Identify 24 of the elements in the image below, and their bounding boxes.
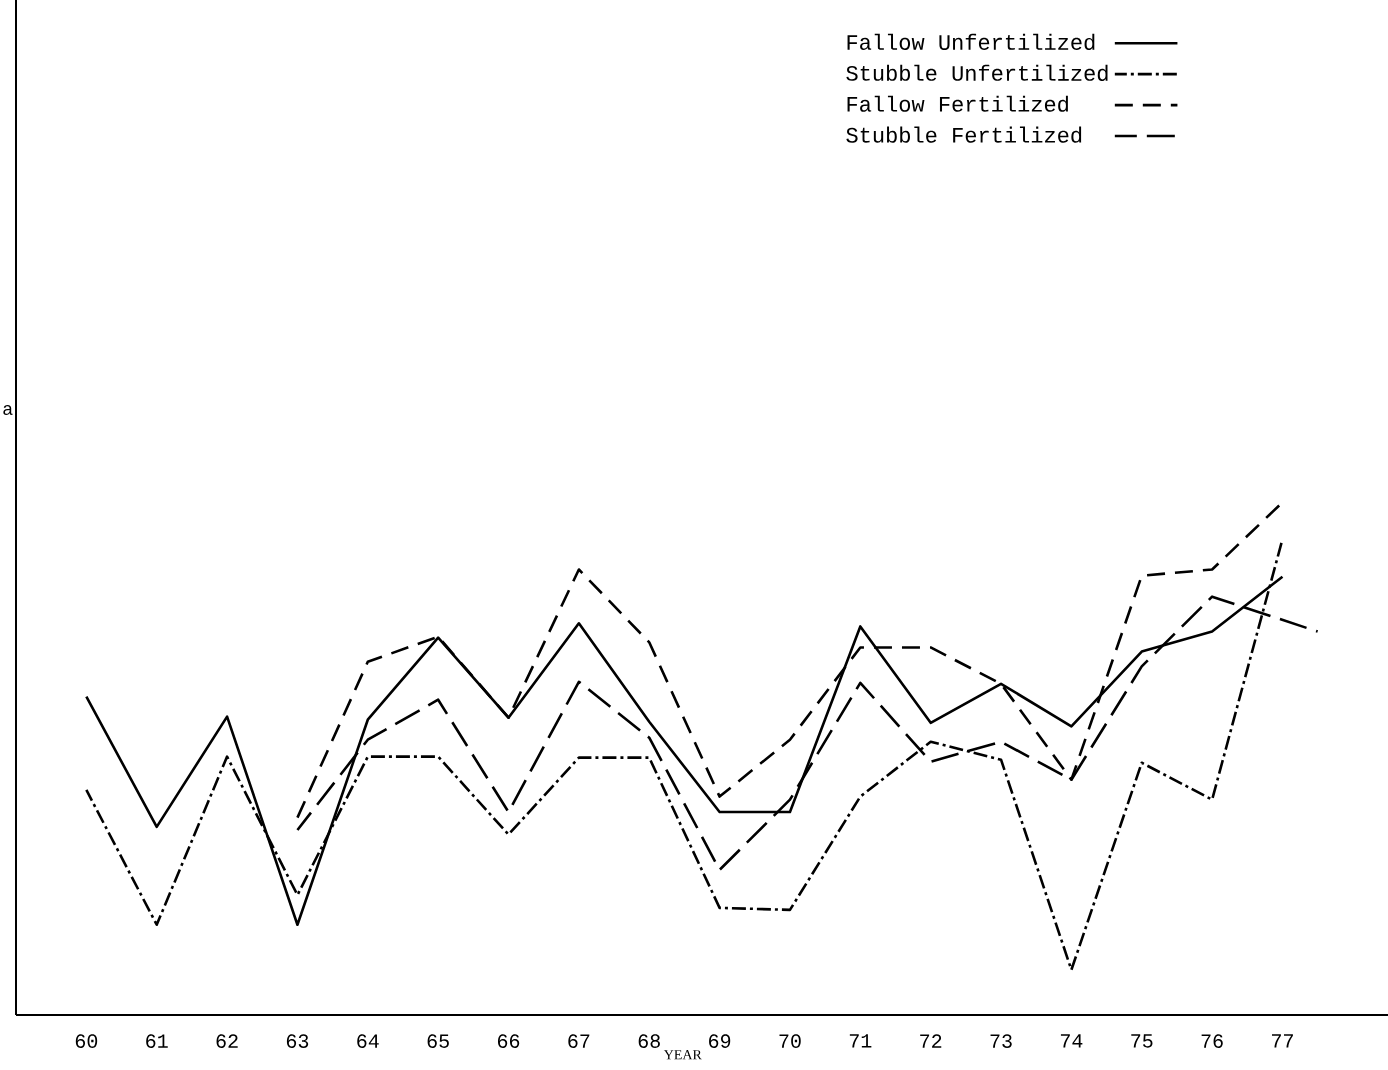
x-tick-label: 72 [920, 1034, 942, 1048]
x-tick-label: 63 [286, 1034, 309, 1048]
x-tick-label: 64 [357, 1034, 379, 1048]
x-tick-label: 65 [427, 1034, 449, 1048]
x-tick-label: 77 [1272, 1034, 1293, 1048]
x-tick-label: 67 [568, 1034, 590, 1048]
y-axis-title: a [3, 405, 13, 415]
x-tick-label: 66 [497, 1034, 520, 1048]
legend-label: Fallow Fertilized [847, 95, 1068, 112]
x-tick-label: 75 [1131, 1034, 1153, 1048]
legend-label: Stubble Fertilized [846, 126, 1082, 143]
x-tick-label: 76 [1201, 1034, 1223, 1048]
x-tick-label: 74 [1060, 1034, 1083, 1048]
x-tick-label: 62 [216, 1034, 238, 1048]
x-tick-label: 70 [779, 1034, 801, 1048]
legend-label: Fallow Unfertilized [847, 33, 1095, 50]
legend-label: Stubble Unfertilized [846, 64, 1108, 81]
x-tick-label: 61 [146, 1034, 168, 1048]
x-axis-title: YEAR [663, 1050, 702, 1060]
x-tick-label: 60 [75, 1034, 98, 1048]
x-tick-label: 69 [709, 1034, 731, 1048]
x-tick-label: 68 [638, 1034, 660, 1048]
x-tick-label: 73 [990, 1034, 1012, 1048]
x-tick-label: 71 [849, 1034, 872, 1048]
